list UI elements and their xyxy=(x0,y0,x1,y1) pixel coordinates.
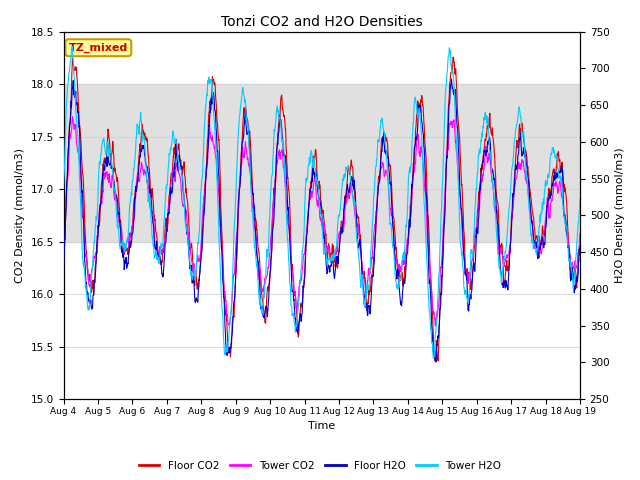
Tower H2O xyxy=(429,355,437,361)
Floor CO2 xyxy=(402,265,410,271)
Floor H2O xyxy=(432,359,440,365)
Y-axis label: H2O Density (mmol/m3): H2O Density (mmol/m3) xyxy=(615,147,625,283)
Line: Tower CO2: Tower CO2 xyxy=(63,117,580,326)
Bar xyxy=(63,84,580,241)
Title: Tonzi CO2 and H2O Densities: Tonzi CO2 and H2O Densities xyxy=(221,15,422,29)
Tower CO2 xyxy=(68,114,76,120)
Floor CO2 xyxy=(175,147,182,153)
Floor CO2 xyxy=(232,269,240,275)
Tower H2O xyxy=(233,171,241,177)
Tower H2O xyxy=(60,187,67,192)
Tower CO2 xyxy=(175,170,182,176)
Tower CO2 xyxy=(402,250,410,255)
Tower H2O xyxy=(470,239,477,245)
Floor H2O xyxy=(162,240,170,245)
Text: TZ_mixed: TZ_mixed xyxy=(68,43,128,53)
Floor CO2 xyxy=(162,221,170,227)
Floor CO2 xyxy=(515,123,523,129)
Tower H2O xyxy=(68,44,76,49)
Floor H2O xyxy=(175,159,182,165)
Tower H2O xyxy=(576,196,584,202)
X-axis label: Time: Time xyxy=(308,421,335,432)
Floor H2O xyxy=(447,76,455,82)
Tower CO2 xyxy=(233,232,241,238)
Floor CO2 xyxy=(576,249,584,254)
Tower CO2 xyxy=(60,237,67,243)
Floor H2O xyxy=(402,274,410,280)
Tower H2O xyxy=(515,107,523,112)
Legend: Floor CO2, Tower CO2, Floor H2O, Tower H2O: Floor CO2, Tower CO2, Floor H2O, Tower H… xyxy=(134,456,506,475)
Tower CO2 xyxy=(576,230,584,236)
Floor H2O xyxy=(232,259,240,265)
Y-axis label: CO2 Density (mmol/m3): CO2 Density (mmol/m3) xyxy=(15,148,25,283)
Tower CO2 xyxy=(431,323,439,329)
Tower H2O xyxy=(175,162,182,168)
Floor H2O xyxy=(60,266,67,272)
Floor H2O xyxy=(470,260,477,265)
Tower CO2 xyxy=(163,230,170,236)
Floor H2O xyxy=(515,136,523,142)
Line: Floor CO2: Floor CO2 xyxy=(63,57,580,361)
Floor CO2 xyxy=(60,264,67,269)
Floor CO2 xyxy=(449,54,457,60)
Floor H2O xyxy=(576,243,584,249)
Tower CO2 xyxy=(515,166,523,172)
Floor CO2 xyxy=(435,358,442,364)
Line: Tower H2O: Tower H2O xyxy=(63,47,580,358)
Floor CO2 xyxy=(470,253,477,259)
Tower H2O xyxy=(402,223,410,228)
Line: Floor H2O: Floor H2O xyxy=(63,79,580,362)
Tower CO2 xyxy=(470,243,477,249)
Tower H2O xyxy=(163,184,170,190)
